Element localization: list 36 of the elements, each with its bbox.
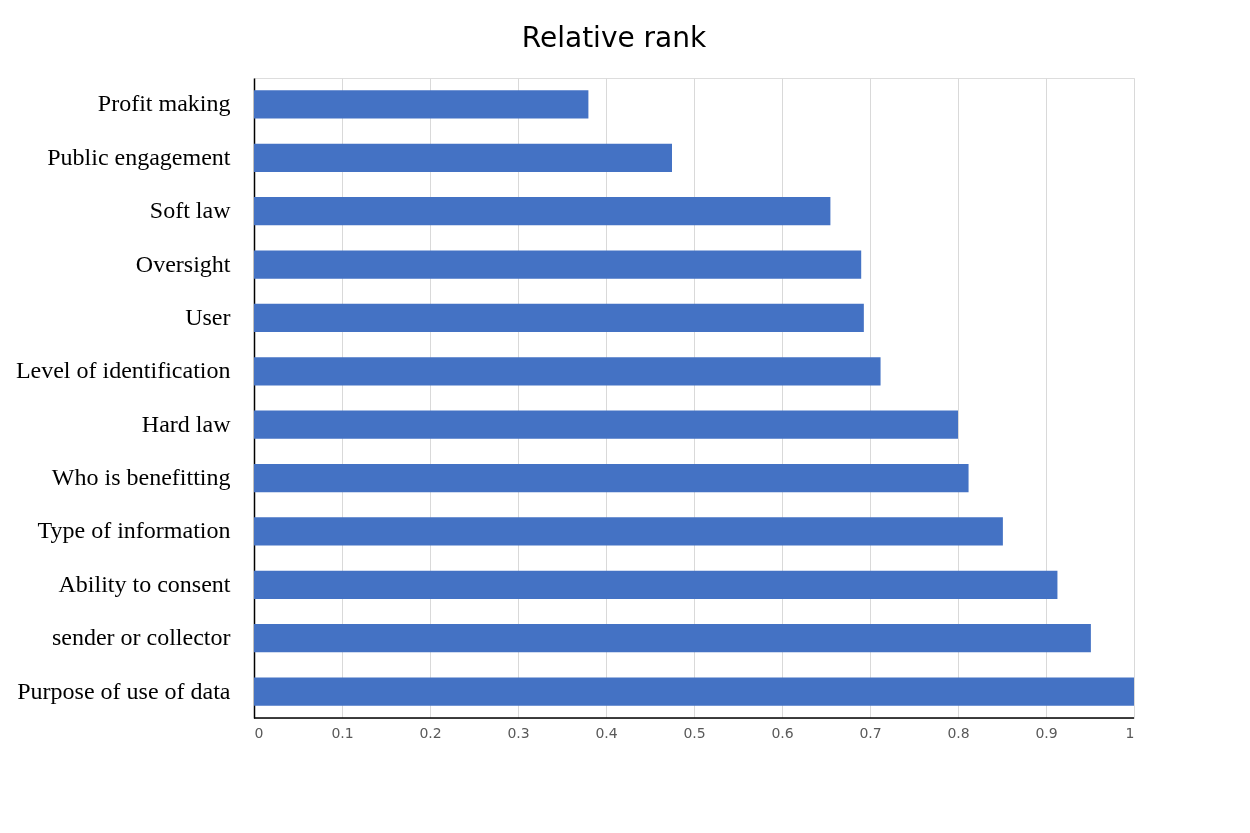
y-tick-label: Profit making xyxy=(97,90,231,117)
bar xyxy=(254,90,589,119)
x-tick-label: 0 xyxy=(254,724,264,741)
x-tick-label: 0.2 xyxy=(419,724,442,741)
y-tick-label: Hard law xyxy=(141,410,232,437)
x-tick-label: 0.5 xyxy=(683,724,706,741)
y-tick-label: Soft law xyxy=(149,197,232,224)
bar xyxy=(254,410,958,439)
x-tick-label: 0.7 xyxy=(859,724,882,741)
y-tick-label: Type of information xyxy=(37,517,231,544)
bar xyxy=(254,197,831,226)
bar xyxy=(254,463,969,493)
x-tick-label: 0.6 xyxy=(771,724,794,741)
bar xyxy=(254,517,1003,546)
x-tick-label: 1 xyxy=(1125,724,1135,741)
bar xyxy=(254,624,1091,653)
bar xyxy=(254,303,864,333)
bar xyxy=(254,250,862,279)
y-tick-label: Public engagement xyxy=(47,143,231,170)
chart-title: Relative rank xyxy=(521,21,708,54)
y-tick-label: User xyxy=(185,303,231,330)
x-tick-label: 0.9 xyxy=(1035,724,1058,741)
y-tick-label: Ability to consent xyxy=(58,570,231,597)
y-tick-label: sender or collector xyxy=(51,624,231,651)
x-tick-label: 0.3 xyxy=(507,724,530,741)
y-tick-label: Who is benefitting xyxy=(51,464,231,491)
bar xyxy=(254,143,672,172)
bar xyxy=(254,570,1058,599)
x-tick-label: 0.4 xyxy=(595,724,618,741)
bar xyxy=(254,357,881,386)
y-tick-label: Purpose of use of data xyxy=(17,677,231,704)
x-tick-label: 0.1 xyxy=(331,724,354,741)
x-tick-label: 0.8 xyxy=(947,724,970,741)
y-tick-label: Oversight xyxy=(135,250,231,277)
y-tick-label: Level of identification xyxy=(15,357,231,384)
bar xyxy=(254,677,1134,706)
